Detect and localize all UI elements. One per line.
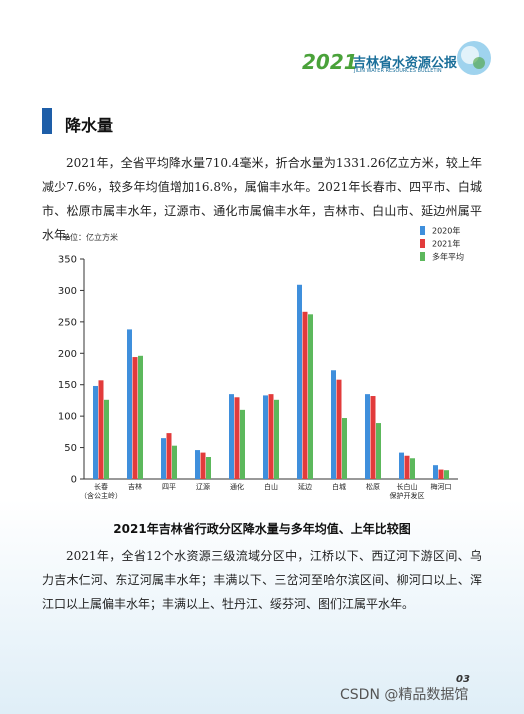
header-year: 2021 <box>302 50 358 74</box>
page-number: 03 <box>456 674 470 685</box>
bar <box>410 458 415 479</box>
x-tick-label: 吉林 <box>128 483 142 491</box>
bar <box>263 395 268 479</box>
y-tick-label: 50 <box>64 443 77 454</box>
header-title: 吉林省水资源公报 <box>353 56 458 71</box>
x-tick-label: 白山 <box>264 483 278 491</box>
x-tick-label: 四平 <box>162 483 176 491</box>
x-tick-label-box: 梅河口 <box>430 483 452 491</box>
x-tick-label-box: 长白山 保护开发区 <box>389 483 425 500</box>
paragraph: 2021年，全省平均降水量710.4毫米，折合水量为1331.26亿立方米，较上… <box>42 156 482 242</box>
x-tick-label-box: 长春 （含公主岭） <box>80 483 122 500</box>
legend-swatch <box>420 239 425 248</box>
watermark: CSDN @精品数据馆 <box>340 687 469 703</box>
bar <box>274 399 279 479</box>
x-tick-label-box: 辽源 <box>196 483 210 491</box>
bar <box>229 394 234 479</box>
x-tick-label: 长白山 保护开发区 <box>389 483 425 500</box>
bar <box>161 438 166 479</box>
bar <box>365 394 370 479</box>
x-tick-label-box: 白山 <box>264 483 278 491</box>
bar <box>240 409 245 479</box>
bar <box>172 445 177 479</box>
y-tick-label: 350 <box>58 255 77 266</box>
y-tick-label: 0 <box>71 475 77 486</box>
legend-label: 多年平均 <box>432 252 464 262</box>
x-tick-label: 松原 <box>366 483 380 491</box>
unit-label: 单位：亿立方米 <box>62 232 118 242</box>
legend-swatch <box>420 252 425 261</box>
bar <box>376 423 381 479</box>
bar <box>433 465 438 479</box>
legend-label: 2021年 <box>432 239 460 249</box>
bar <box>308 314 313 479</box>
x-tick-label-box: 松原 <box>366 483 380 491</box>
x-tick-label: 白城 <box>332 483 346 491</box>
header-subtitle: JILIN WATER RESOURCES BULLETIN <box>354 68 442 74</box>
bar <box>127 329 132 479</box>
bar <box>166 433 172 479</box>
legend-label: 2020年 <box>432 226 460 236</box>
bar <box>444 470 449 479</box>
section-title: 降水量 <box>65 116 114 135</box>
bar <box>93 385 98 479</box>
chart-title: 2021年吉林省行政分区降水量与多年均值、上年比较图 <box>113 522 411 536</box>
bar <box>297 284 302 479</box>
y-tick-label: 150 <box>58 380 77 391</box>
bar <box>302 311 308 479</box>
bar <box>98 380 104 479</box>
bar <box>195 450 200 479</box>
x-tick-label: 延边 <box>298 483 312 491</box>
bar <box>138 355 143 479</box>
bar <box>268 394 274 479</box>
x-tick-label: 长春 （含公主岭） <box>80 483 122 500</box>
x-tick-label: 梅河口 <box>430 483 452 491</box>
y-tick-label: 100 <box>58 412 77 423</box>
bar <box>370 396 376 479</box>
chart: 单位：亿立方米 0 50 100 150 200 250 300 350 长春 （含公主岭） 吉林 四… <box>58 226 464 501</box>
bar <box>336 379 342 479</box>
x-tick-label-box: 通化 <box>230 483 244 491</box>
bar <box>342 418 347 479</box>
bar <box>399 452 404 479</box>
bar <box>438 469 444 479</box>
paragraph: 2021年，全省12个水资源三级流域分区中，江桥以下、西辽河下游区间、乌力吉木仁… <box>42 549 482 611</box>
y-tick-label: 300 <box>58 286 77 297</box>
y-tick-label: 250 <box>58 317 77 328</box>
bar <box>234 397 240 479</box>
x-tick-label-box: 四平 <box>162 483 176 491</box>
x-tick-label: 辽源 <box>196 483 210 491</box>
bar <box>132 357 138 479</box>
bar <box>104 399 109 479</box>
bar <box>331 370 336 479</box>
logo <box>457 41 491 75</box>
x-tick-label-box: 吉林 <box>128 483 142 491</box>
x-tick-label-box: 延边 <box>298 483 312 491</box>
section-marker <box>42 108 52 134</box>
y-tick-label: 200 <box>58 349 77 360</box>
bar <box>404 455 410 479</box>
legend-swatch <box>420 226 425 235</box>
x-tick-label: 通化 <box>230 483 244 491</box>
bar <box>206 457 211 479</box>
bar <box>200 452 206 479</box>
x-tick-label-box: 白城 <box>332 483 346 491</box>
